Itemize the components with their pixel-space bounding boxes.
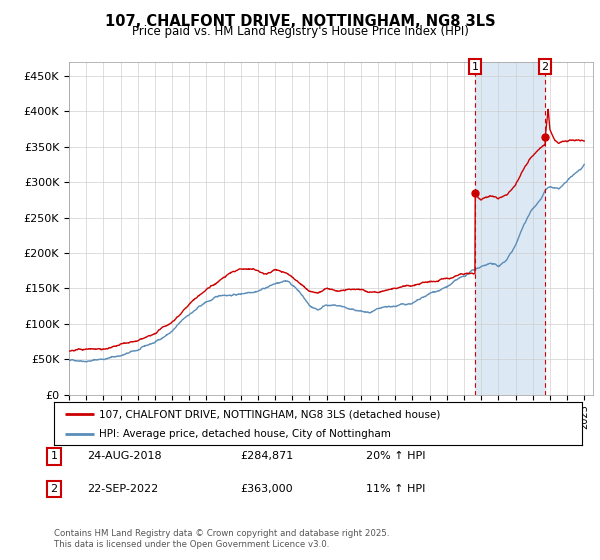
Text: 107, CHALFONT DRIVE, NOTTINGHAM, NG8 3LS (detached house): 107, CHALFONT DRIVE, NOTTINGHAM, NG8 3LS… bbox=[99, 409, 440, 419]
Text: 20% ↑ HPI: 20% ↑ HPI bbox=[366, 451, 425, 461]
Text: 24-AUG-2018: 24-AUG-2018 bbox=[87, 451, 161, 461]
Text: 107, CHALFONT DRIVE, NOTTINGHAM, NG8 3LS: 107, CHALFONT DRIVE, NOTTINGHAM, NG8 3LS bbox=[104, 14, 496, 29]
Text: £284,871: £284,871 bbox=[240, 451, 293, 461]
Text: Price paid vs. HM Land Registry's House Price Index (HPI): Price paid vs. HM Land Registry's House … bbox=[131, 25, 469, 38]
Text: Contains HM Land Registry data © Crown copyright and database right 2025.
This d: Contains HM Land Registry data © Crown c… bbox=[54, 529, 389, 549]
Text: 11% ↑ HPI: 11% ↑ HPI bbox=[366, 484, 425, 494]
Bar bbox=[475, 62, 545, 395]
Text: 2: 2 bbox=[541, 62, 548, 72]
Text: 1: 1 bbox=[472, 62, 479, 72]
Text: 22-SEP-2022: 22-SEP-2022 bbox=[87, 484, 158, 494]
Text: HPI: Average price, detached house, City of Nottingham: HPI: Average price, detached house, City… bbox=[99, 430, 391, 440]
Text: £363,000: £363,000 bbox=[240, 484, 293, 494]
Text: 2: 2 bbox=[50, 484, 58, 494]
Text: 1: 1 bbox=[50, 451, 58, 461]
